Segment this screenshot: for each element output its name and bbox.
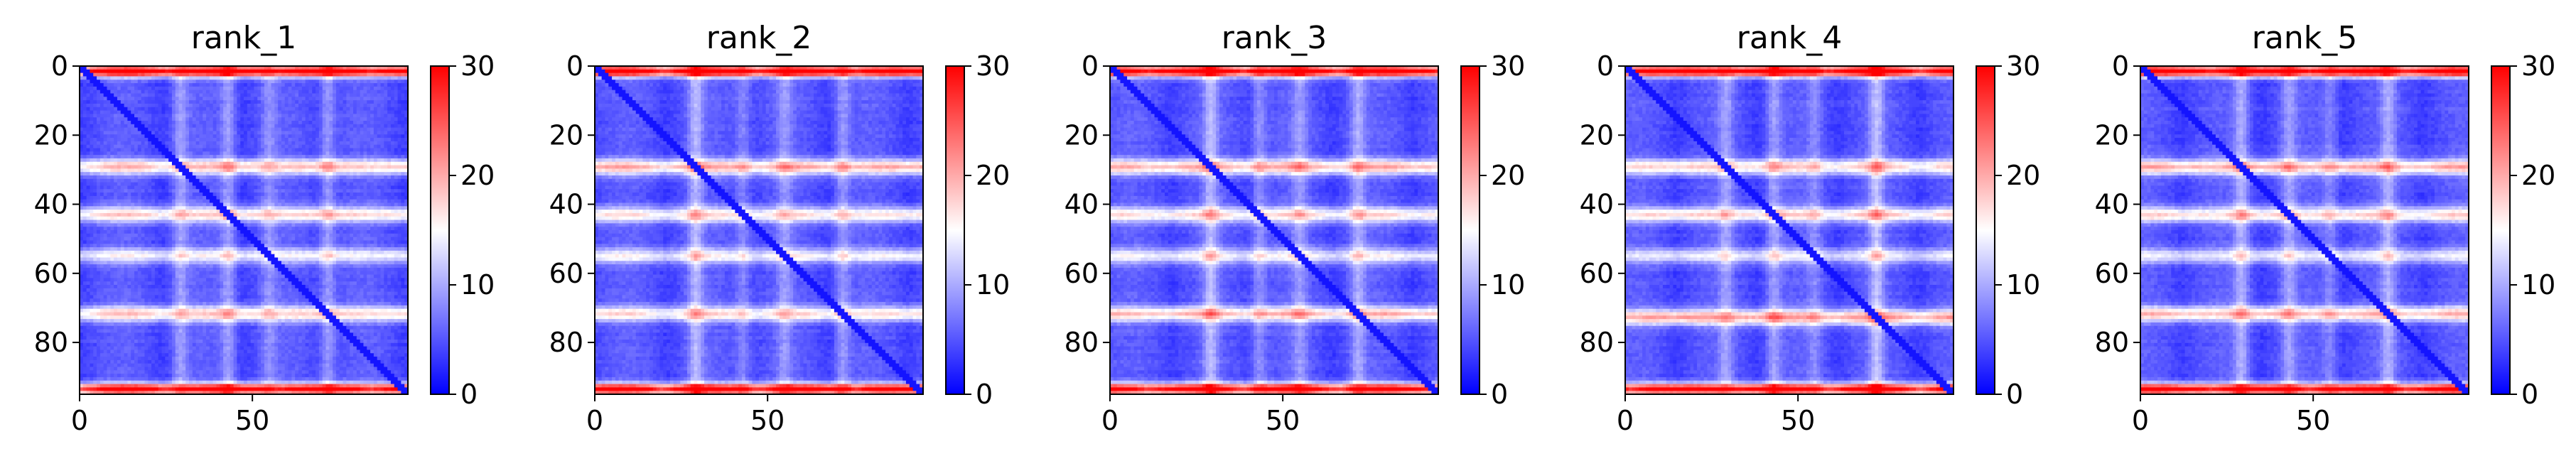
colorbar-tick-label: 20 (2006, 160, 2040, 191)
y-tick-label: 20 (1065, 119, 1099, 151)
heatmap-frame (79, 65, 409, 395)
y-tick-label: 80 (1065, 327, 1099, 358)
heatmap-cells (1625, 66, 1954, 395)
colorbar-tick-label: 0 (460, 379, 478, 410)
y-tick-label: 80 (1580, 327, 1614, 358)
x-tick-label: 50 (235, 405, 269, 436)
heatmap-frame (594, 65, 924, 395)
colorbar (430, 65, 450, 395)
colorbar-tick-label: 0 (1491, 379, 1508, 410)
colorbar-tick-label: 10 (1491, 269, 1525, 300)
panel-title: rank_4 (1737, 20, 1842, 56)
y-tick-label: 20 (2095, 119, 2129, 151)
colorbar-tick-label: 10 (2521, 269, 2555, 300)
heatmap-panel-5: rank_5 0 50 0 20 40 60 80 0 10 20 30 (2095, 20, 2556, 436)
y-tick-label: 60 (1065, 258, 1099, 289)
colorbar-tick-label: 0 (2521, 379, 2538, 410)
x-tick-label: 50 (1781, 405, 1815, 436)
y-tick-label: 0 (1597, 50, 1614, 82)
y-tick-label: 60 (1580, 258, 1614, 289)
y-tick-label: 20 (34, 119, 68, 151)
y-tick-label: 80 (34, 327, 68, 358)
colorbar-tick-label: 30 (2521, 50, 2555, 82)
y-tick-label: 60 (34, 258, 68, 289)
y-tick-label: 60 (549, 258, 583, 289)
colorbar-tick-label: 30 (460, 50, 495, 82)
heatmap-cells (595, 66, 924, 395)
panel-title: rank_2 (706, 20, 812, 56)
colorbar (1460, 65, 1480, 395)
x-tick-label: 0 (1101, 405, 1119, 436)
y-tick-label: 0 (1082, 50, 1099, 82)
y-tick-label: 40 (1065, 189, 1099, 220)
colorbar (2491, 65, 2511, 395)
colorbar-tick-label: 30 (1491, 50, 1525, 82)
y-tick-label: 60 (2095, 258, 2129, 289)
x-tick-label: 50 (750, 405, 785, 436)
x-tick-label: 0 (2132, 405, 2149, 436)
colorbar (1976, 65, 1995, 395)
y-tick-label: 0 (2112, 50, 2129, 82)
y-tick-label: 0 (566, 50, 583, 82)
colorbar-tick-label: 0 (976, 379, 993, 410)
x-tick-label: 0 (586, 405, 603, 436)
colorbar-tick-label: 30 (976, 50, 1010, 82)
heatmap-panel-1: rank_1 0 50 0 20 40 60 80 0 10 20 30 (34, 20, 495, 436)
colorbar-tick-label: 20 (976, 160, 1010, 191)
x-tick-label: 0 (1617, 405, 1634, 436)
y-tick-label: 40 (549, 189, 583, 220)
panel-title: rank_3 (1222, 20, 1327, 56)
heatmap-frame (2140, 65, 2469, 395)
y-tick-label: 40 (1580, 189, 1614, 220)
y-tick-label: 40 (2095, 189, 2129, 220)
y-tick-label: 20 (1580, 119, 1614, 151)
colorbar-tick-label: 20 (2521, 160, 2555, 191)
colorbar-tick-label: 10 (460, 269, 495, 300)
heatmap-panel-3: rank_3 0 50 0 20 40 60 80 0 10 20 30 (1065, 20, 1526, 436)
y-tick-label: 20 (549, 119, 583, 151)
colorbar-tick-label: 10 (2006, 269, 2040, 300)
colorbar-tick-label: 0 (2006, 379, 2023, 410)
heatmap-panel-2: rank_2 0 50 0 20 40 60 80 0 10 20 30 (549, 20, 1011, 436)
colorbar-tick-label: 30 (2006, 50, 2040, 82)
panel-title: rank_1 (191, 20, 296, 56)
heatmap-cells (1110, 66, 1439, 395)
x-tick-label: 0 (71, 405, 88, 436)
colorbar-tick-label: 20 (460, 160, 495, 191)
y-tick-label: 0 (51, 50, 68, 82)
heatmap-panel-4: rank_4 0 50 0 20 40 60 80 0 10 20 30 (1580, 20, 2041, 436)
y-tick-label: 80 (2095, 327, 2129, 358)
heatmap-cells (2140, 66, 2469, 395)
heatmap-frame (1109, 65, 1439, 395)
x-tick-label: 50 (2296, 405, 2330, 436)
heatmap-cells (80, 66, 409, 395)
panel-title: rank_5 (2252, 20, 2357, 56)
heatmap-frame (1624, 65, 1954, 395)
colorbar (945, 65, 965, 395)
x-tick-label: 50 (1266, 405, 1300, 436)
colorbar-tick-label: 20 (1491, 160, 1525, 191)
colorbar-tick-label: 10 (976, 269, 1010, 300)
y-tick-label: 40 (34, 189, 68, 220)
y-tick-label: 80 (549, 327, 583, 358)
